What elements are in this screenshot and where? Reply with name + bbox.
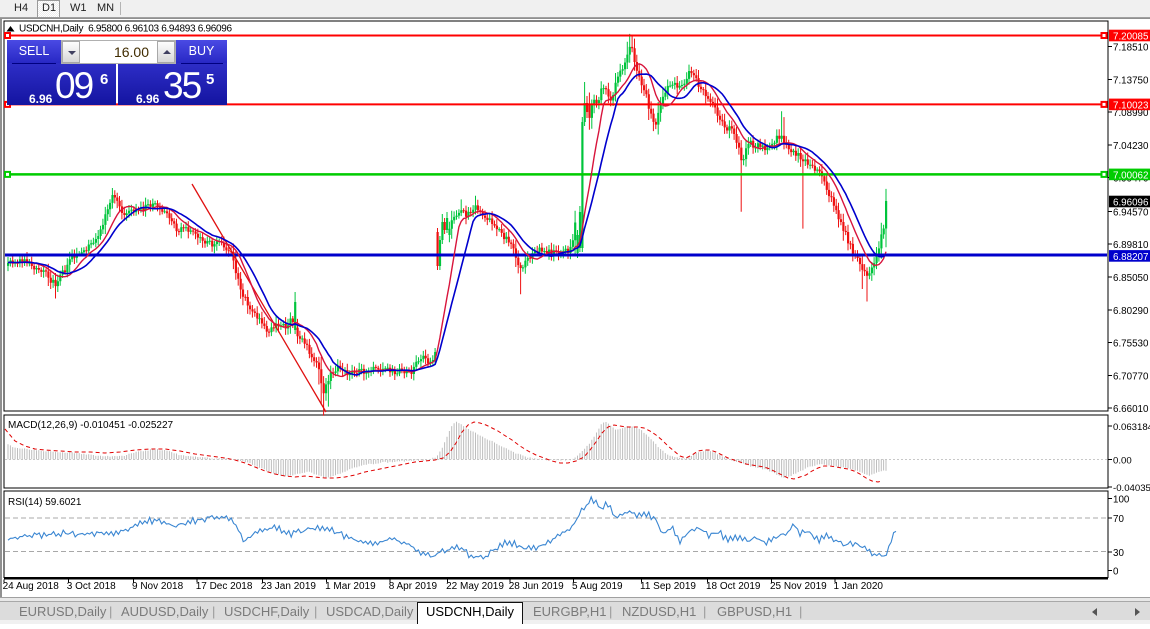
svg-text:7.00062: 7.00062 xyxy=(1113,170,1148,181)
svg-text:8 Apr 2019: 8 Apr 2019 xyxy=(389,581,438,592)
svg-text:1 Jan 2020: 1 Jan 2020 xyxy=(834,581,884,592)
svg-text:18 Oct 2019: 18 Oct 2019 xyxy=(706,581,761,592)
svg-text:28 Jun 2019: 28 Jun 2019 xyxy=(509,581,564,592)
svg-text:6.89810: 6.89810 xyxy=(1113,240,1149,251)
svg-text:70: 70 xyxy=(1113,514,1124,525)
svg-text:6.85050: 6.85050 xyxy=(1113,273,1149,284)
svg-text:0: 0 xyxy=(1113,567,1119,578)
svg-text:0.00: 0.00 xyxy=(1113,456,1132,467)
svg-text:6.75530: 6.75530 xyxy=(1113,339,1149,350)
svg-text:22 May 2019: 22 May 2019 xyxy=(446,581,504,592)
svg-text:24 Aug 2018: 24 Aug 2018 xyxy=(3,581,60,592)
svg-text:25 Nov 2019: 25 Nov 2019 xyxy=(770,581,827,592)
svg-text:6.88207: 6.88207 xyxy=(1113,252,1148,263)
svg-text:MACD(12,26,9) -0.010451 -0.025: MACD(12,26,9) -0.010451 -0.025227 xyxy=(8,420,174,431)
svg-text:9 Nov 2018: 9 Nov 2018 xyxy=(132,581,184,592)
svg-text:7.04230: 7.04230 xyxy=(1113,141,1149,152)
svg-text:3 Oct 2018: 3 Oct 2018 xyxy=(67,581,116,592)
svg-text:7.13750: 7.13750 xyxy=(1113,75,1149,86)
svg-text:6.96096: 6.96096 xyxy=(1113,198,1149,209)
svg-text:0.063184: 0.063184 xyxy=(1113,422,1150,433)
svg-text:100: 100 xyxy=(1113,495,1130,506)
svg-text:6.80290: 6.80290 xyxy=(1113,306,1149,317)
svg-text:7.08990: 7.08990 xyxy=(1113,108,1149,119)
svg-text:30: 30 xyxy=(1113,548,1124,559)
svg-text:-0.040355: -0.040355 xyxy=(1113,483,1150,494)
svg-text:11 Sep 2019: 11 Sep 2019 xyxy=(640,581,696,592)
svg-text:USDCNH,Daily 6.95800 6.96103: USDCNH,Daily 6.95800 6.96103 6.94893 6.9… xyxy=(19,24,233,35)
svg-text:7.10023: 7.10023 xyxy=(1113,100,1149,111)
svg-text:6.94570: 6.94570 xyxy=(1113,207,1149,218)
svg-text:6.70770: 6.70770 xyxy=(1113,371,1149,382)
svg-text:7.18510: 7.18510 xyxy=(1113,43,1149,54)
svg-text:7.20085: 7.20085 xyxy=(1113,32,1149,43)
svg-text:23 Jan 2019: 23 Jan 2019 xyxy=(261,581,316,592)
svg-text:6.66010: 6.66010 xyxy=(1113,404,1149,415)
svg-text:17 Dec 2018: 17 Dec 2018 xyxy=(196,581,253,592)
svg-text:1 Mar 2019: 1 Mar 2019 xyxy=(325,581,376,592)
svg-text:5 Aug 2019: 5 Aug 2019 xyxy=(572,581,623,592)
svg-text:RSI(14) 59.6021: RSI(14) 59.6021 xyxy=(8,497,82,508)
